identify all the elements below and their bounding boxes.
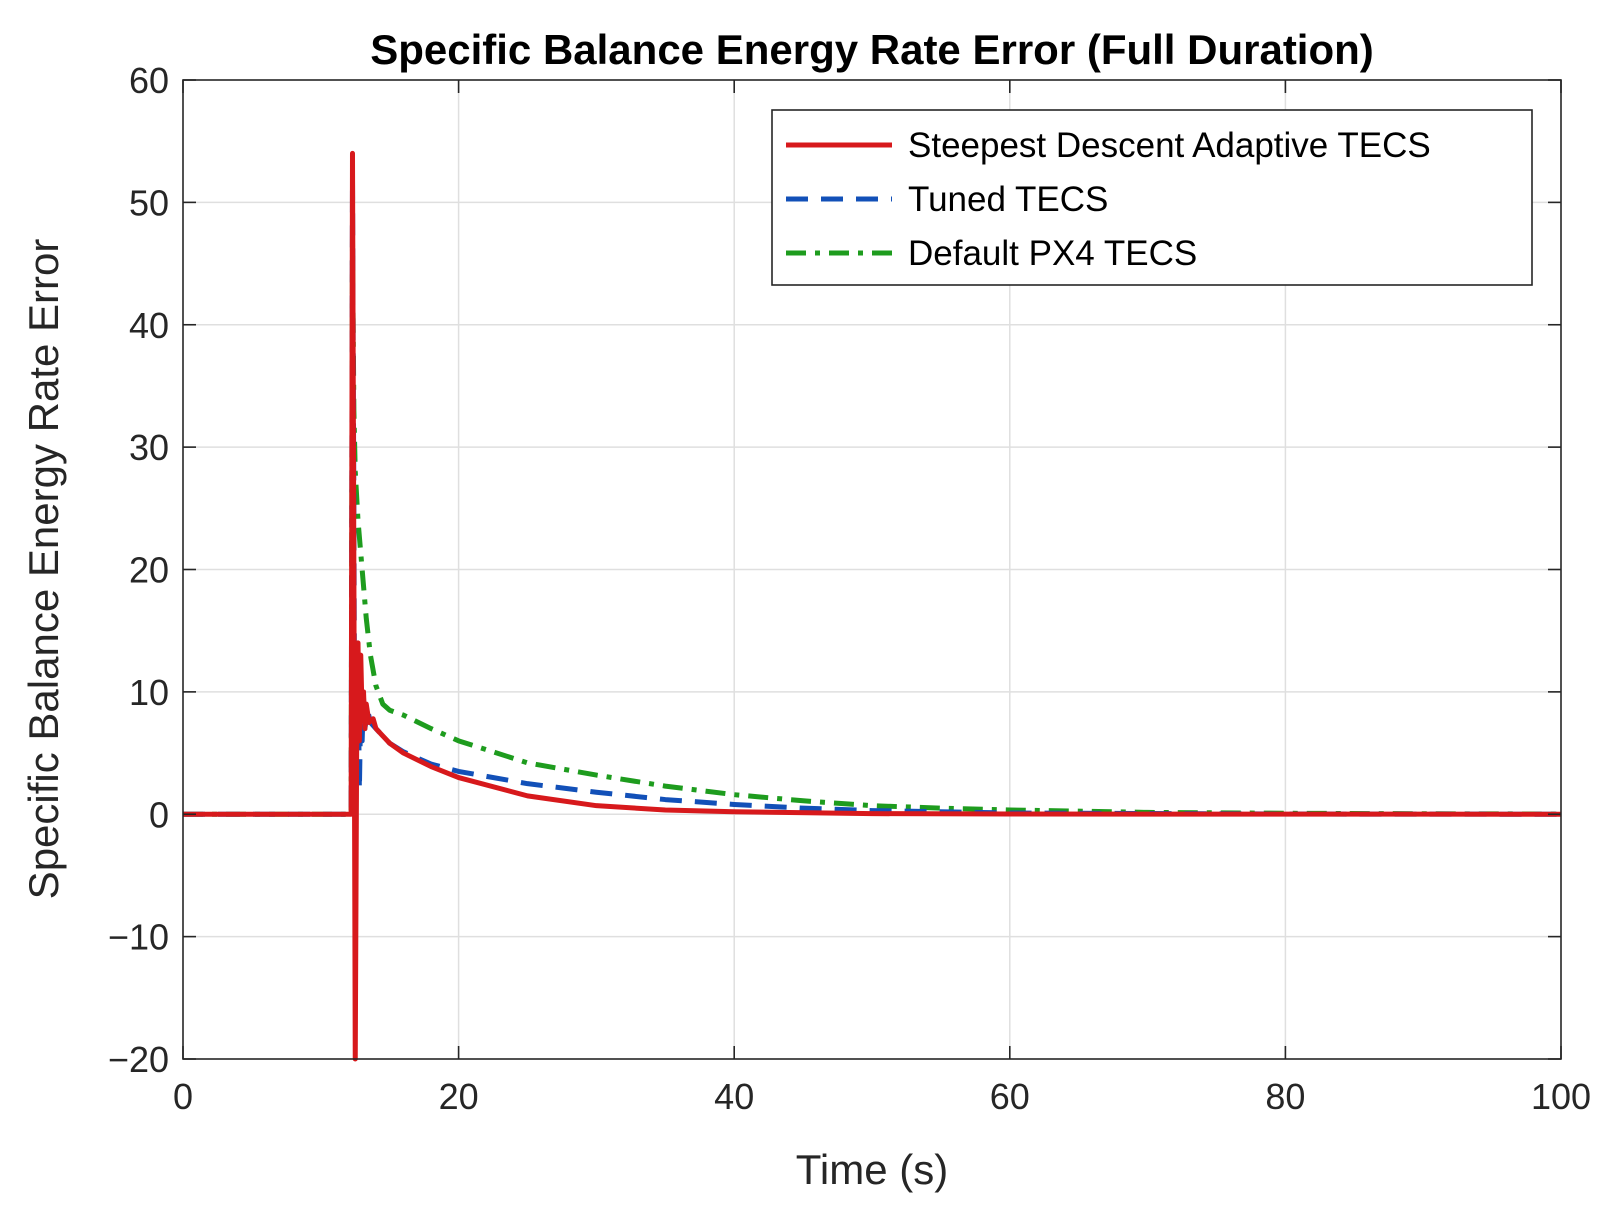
legend: Steepest Descent Adaptive TECS Tuned TECS… [771,109,1533,286]
x-tick-label: 80 [1265,1076,1305,1117]
y-tick-label: −10 [108,917,169,958]
x-tick-label: 0 [173,1076,193,1117]
legend-label-tuned-tecs: Tuned TECS [908,180,1108,219]
legend-label-default-px4-tecs: Default PX4 TECS [908,234,1197,273]
y-tick-label: 20 [129,550,169,591]
series-line-default-px4-tecs [183,236,1562,817]
chart-title: Specific Balance Energy Rate Error (Full… [370,26,1374,73]
y-tick-label: −20 [108,1039,169,1080]
y-tick-label: 50 [129,182,169,223]
y-tick-label: 30 [129,427,169,468]
y-axis-label: Specific Balance Energy Rate Error [20,239,67,900]
legend-label-steepest-descent-adaptive-tecs: Steepest Descent Adaptive TECS [908,126,1431,165]
series-line-steepest-descent-adaptive-tecs [183,150,1562,1062]
x-tick-label: 40 [714,1076,754,1117]
x-tick-label: 60 [990,1076,1030,1117]
x-axis-label: Time (s) [796,1146,948,1193]
y-tick-label: 0 [149,794,169,835]
x-tick-label: 20 [439,1076,479,1117]
y-tick-label: 40 [129,305,169,346]
ticks: 0 20 40 60 80 100 −20 −10 0 10 20 30 40 50 60 [108,60,1591,1117]
y-tick-label: 10 [129,672,169,713]
series-layer [183,150,1562,1062]
x-tick-label: 100 [1531,1076,1591,1117]
y-tick-label: 60 [129,60,169,101]
legend-box [771,109,1533,286]
